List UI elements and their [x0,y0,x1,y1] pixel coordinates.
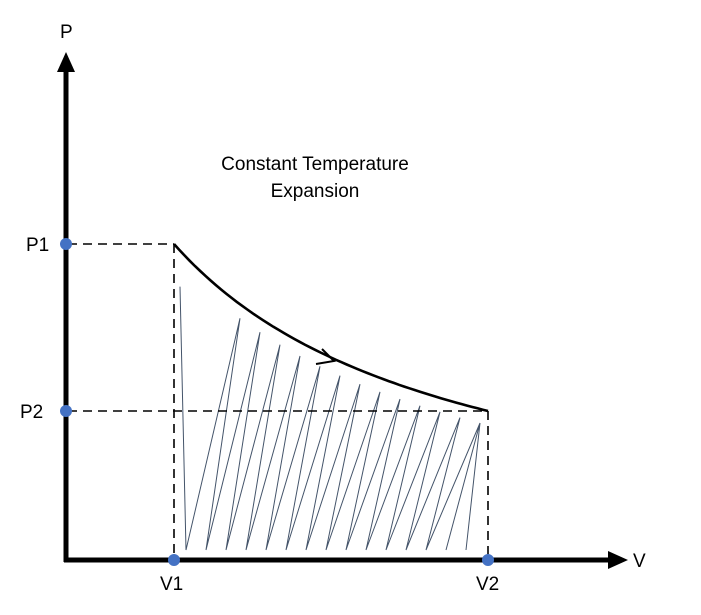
v1-point [168,554,180,566]
y-axis-label: P [60,22,73,43]
p2-label: P2 [20,402,43,423]
isotherm-curve [173,243,489,413]
v1-label: V1 [160,574,183,595]
diagram-title-line1: Constant Temperature [221,154,409,175]
v2-point [482,554,494,566]
x-axis-arrowhead [608,551,628,569]
direction-arrow [315,348,337,365]
x-axis-label: V [633,551,646,572]
work-area-hatching [179,286,481,551]
p1-point [60,238,72,250]
p1-label: P1 [26,235,49,256]
v2-label: V2 [476,574,499,595]
hatch-strokes [179,286,481,551]
p2-point [60,405,72,417]
diagram-title-line2: Expansion [271,181,360,202]
y-axis-arrowhead [57,52,75,72]
